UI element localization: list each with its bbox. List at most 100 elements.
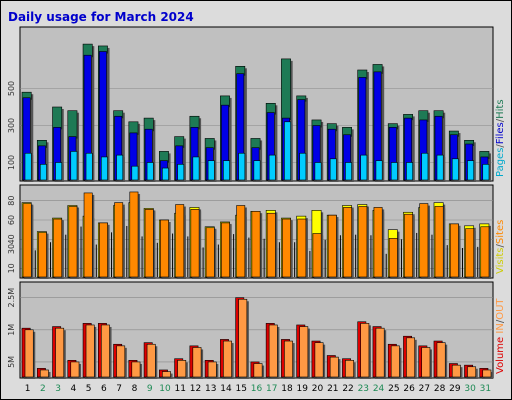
side-label-part: IN xyxy=(495,323,506,333)
bar-in-out xyxy=(390,345,400,378)
bar-sites xyxy=(83,192,93,278)
bar-sites xyxy=(449,223,459,278)
tick-label-volume: 5M xyxy=(7,356,16,368)
bar-sites xyxy=(22,203,32,278)
bar-in-out xyxy=(467,366,477,378)
bar-in-out xyxy=(268,324,278,378)
bar-pages xyxy=(192,156,200,181)
bar-pages xyxy=(360,154,368,181)
bar-pages xyxy=(406,162,414,181)
side-label-part: OUT xyxy=(495,298,506,320)
bar-in-out xyxy=(24,329,34,378)
day-label: 22 xyxy=(342,384,353,394)
bar-sites xyxy=(190,209,200,278)
bar-pages xyxy=(39,164,47,181)
side-label-hits: Pages/Files/Hits xyxy=(495,99,506,177)
bar-in-out xyxy=(207,361,217,378)
day-label: 18 xyxy=(281,384,293,394)
bar-in-out xyxy=(162,371,171,378)
day-label: 26 xyxy=(403,384,415,394)
bar-sites xyxy=(373,207,383,278)
tick-label-volume: 2.5M xyxy=(7,288,16,308)
bar-in-out xyxy=(116,345,126,378)
bar-in-out xyxy=(146,343,156,378)
bar-in-out xyxy=(177,360,187,378)
bar-in-out xyxy=(482,369,492,378)
day-label: 27 xyxy=(419,384,430,394)
day-label: 28 xyxy=(434,384,446,394)
day-label: 23 xyxy=(358,384,369,394)
bar-sites xyxy=(282,218,291,278)
bar-in-out xyxy=(375,327,385,378)
side-label-volume: Volume IN/OUT xyxy=(495,298,506,374)
bar-pages xyxy=(55,162,63,181)
bar-in-out xyxy=(131,361,141,378)
bar-in-out xyxy=(253,363,263,378)
bar-sites xyxy=(266,212,276,278)
bar-sites xyxy=(37,232,47,278)
bar-in-out xyxy=(284,340,293,378)
bar-sites xyxy=(343,207,352,278)
bar-pages xyxy=(268,154,276,181)
bar-sites xyxy=(312,233,322,278)
tick-label-visits: 30 xyxy=(7,244,16,254)
bar-sites xyxy=(465,228,475,278)
bar-pages xyxy=(253,160,261,181)
bar-in-out xyxy=(192,347,202,378)
day-label: 8 xyxy=(132,384,138,394)
day-label: 3 xyxy=(55,384,61,394)
tick-label-visits: 10 xyxy=(7,263,16,273)
day-label: 25 xyxy=(388,384,399,394)
bar-sites xyxy=(205,227,215,278)
day-label: 24 xyxy=(373,384,385,394)
side-label-part: / xyxy=(495,118,506,122)
side-label-visits: Visits/Sites xyxy=(495,220,506,274)
day-label: 20 xyxy=(312,384,324,394)
bar-pages xyxy=(70,151,78,181)
bar-in-out xyxy=(436,342,446,378)
day-label: 29 xyxy=(449,384,461,394)
day-label: 19 xyxy=(297,384,309,394)
day-label: 16 xyxy=(251,384,263,394)
bar-in-out xyxy=(238,298,248,378)
bar-in-out xyxy=(39,369,49,378)
side-label-part: / xyxy=(495,319,506,323)
day-label: 14 xyxy=(220,384,232,394)
tick-label-volume: 1M xyxy=(7,324,16,336)
bar-in-out xyxy=(223,340,232,378)
bar-pages xyxy=(238,152,246,181)
bar-sites xyxy=(160,219,169,278)
day-label: 1 xyxy=(25,384,31,394)
bar-pages xyxy=(85,152,93,181)
bar-in-out xyxy=(345,360,354,378)
bar-pages xyxy=(345,162,352,181)
bar-in-out xyxy=(421,347,431,378)
side-label-part: Hits xyxy=(495,99,506,118)
bar-in-out xyxy=(55,327,65,378)
bar-pages xyxy=(482,164,490,181)
bar-sites xyxy=(144,209,154,278)
bar-pages xyxy=(131,165,139,181)
bar-pages xyxy=(329,158,337,181)
bar-sites xyxy=(327,214,337,278)
bar-sites xyxy=(358,206,368,278)
bar-sites xyxy=(68,206,78,278)
bar-pages xyxy=(207,160,215,181)
bar-in-out xyxy=(360,323,370,378)
bar-pages xyxy=(223,160,230,181)
bar-in-out xyxy=(451,364,461,378)
bar-pages xyxy=(116,154,124,181)
bar-in-out xyxy=(85,324,95,378)
day-label: 7 xyxy=(116,384,122,394)
bar-pages xyxy=(162,167,169,181)
bar-sites xyxy=(236,205,246,278)
tick-label-visits: 80 xyxy=(7,196,16,206)
bar-sites xyxy=(419,203,429,278)
bar-pages xyxy=(314,162,322,181)
side-label-part: Volume xyxy=(495,337,506,374)
day-label: 21 xyxy=(327,384,338,394)
tick-label-visits: 60 xyxy=(7,215,16,225)
side-label-part: Files xyxy=(495,122,506,144)
